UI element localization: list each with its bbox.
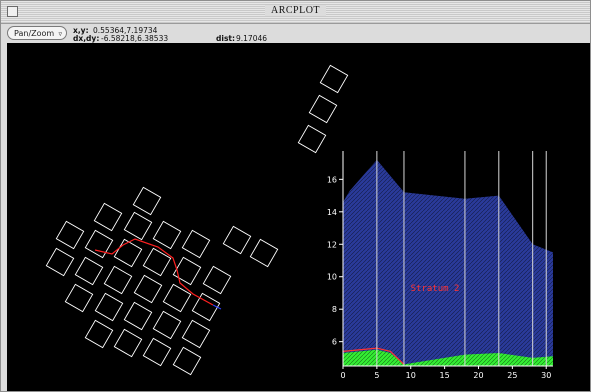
polygon-tile: [113, 328, 143, 358]
section-line-extension: [212, 304, 222, 310]
polygon-tiles: [45, 64, 349, 376]
polygon-tile: [103, 265, 133, 295]
polygon-tile: [93, 202, 123, 232]
polygon-tile: [55, 220, 85, 250]
polygon-tile: [152, 310, 182, 340]
dxdy-label: dx,dy:: [73, 34, 100, 43]
polygon-tile: [84, 229, 114, 259]
y-tick-label: 16: [327, 175, 337, 184]
section-line: [94, 238, 214, 306]
mode-selector-label: Pan/Zoom: [14, 29, 55, 38]
dist-value: 9.17046: [236, 34, 268, 43]
xy-value: 0.55364,7.19734: [93, 26, 158, 35]
x-tick-label: 30: [541, 371, 551, 380]
x-tick-label: 20: [473, 371, 483, 380]
y-tick-label: 8: [332, 305, 337, 314]
title-bar[interactable]: ARCPLOT: [1, 1, 590, 24]
polygon-tile: [222, 225, 252, 255]
polygon-tile: [123, 211, 153, 241]
y-tick-label: 12: [327, 240, 337, 249]
plot-canvas[interactable]: 6 8 10 12 14 16 0 5 10 15 20 25 30 Stratum 2: [7, 43, 590, 391]
y-tick-label: 14: [327, 208, 337, 217]
polygon-tile: [181, 319, 211, 349]
y-tick-label: 10: [327, 273, 337, 282]
polygon-tile: [162, 283, 192, 313]
xy-label: x,y:: [73, 26, 89, 35]
area-hatch: [343, 159, 553, 366]
mode-selector[interactable]: Pan/Zoom ▿: [7, 26, 67, 40]
polygon-tile: [45, 247, 75, 277]
chart-annotation: Stratum 2: [411, 284, 460, 294]
x-tick-label: 5: [374, 371, 379, 380]
x-tick-label: 15: [440, 371, 450, 380]
polygon-tile: [94, 292, 124, 322]
polygon-tile: [319, 64, 349, 94]
dxdy-value: -6.58218,6.38533: [101, 34, 169, 43]
polygon-tile: [142, 337, 172, 367]
toolbar: Pan/Zoom ▿ x,y: 0.55364,7.19734 dx,dy: -…: [1, 24, 590, 43]
x-tick-label: 25: [507, 371, 517, 380]
profile-line: [342, 347, 405, 365]
polygon-tile: [132, 186, 162, 216]
y-tick-label: 6: [332, 338, 337, 347]
polygon-tile: [297, 124, 327, 154]
polygon-tile: [172, 346, 202, 376]
polygon-tile: [191, 292, 221, 322]
polygon-tile: [181, 229, 211, 259]
dist-label: dist:: [216, 34, 235, 43]
polygon-tile: [64, 283, 94, 313]
polygon-tile: [249, 238, 279, 268]
map-layer: [45, 64, 349, 376]
polygon-tile: [133, 274, 163, 304]
polygon-tile: [152, 220, 182, 250]
x-tick-label: 10: [406, 371, 416, 380]
polygon-tile: [142, 247, 172, 277]
polygon-tile: [123, 301, 153, 331]
profile-chart: 6 8 10 12 14 16 0 5 10 15 20 25 30 Stratum 2: [327, 151, 553, 380]
window-title: ARCPLOT: [264, 5, 327, 16]
polygon-tile: [84, 319, 114, 349]
x-tick-label: 0: [340, 371, 345, 380]
chevron-down-icon: ▿: [58, 30, 62, 38]
area-hatch: [343, 349, 553, 366]
polygon-tile: [202, 265, 232, 295]
polygon-tile: [172, 256, 202, 286]
polygon-tile: [74, 256, 104, 286]
polygon-tile: [308, 94, 338, 124]
close-box-icon[interactable]: [7, 6, 18, 17]
